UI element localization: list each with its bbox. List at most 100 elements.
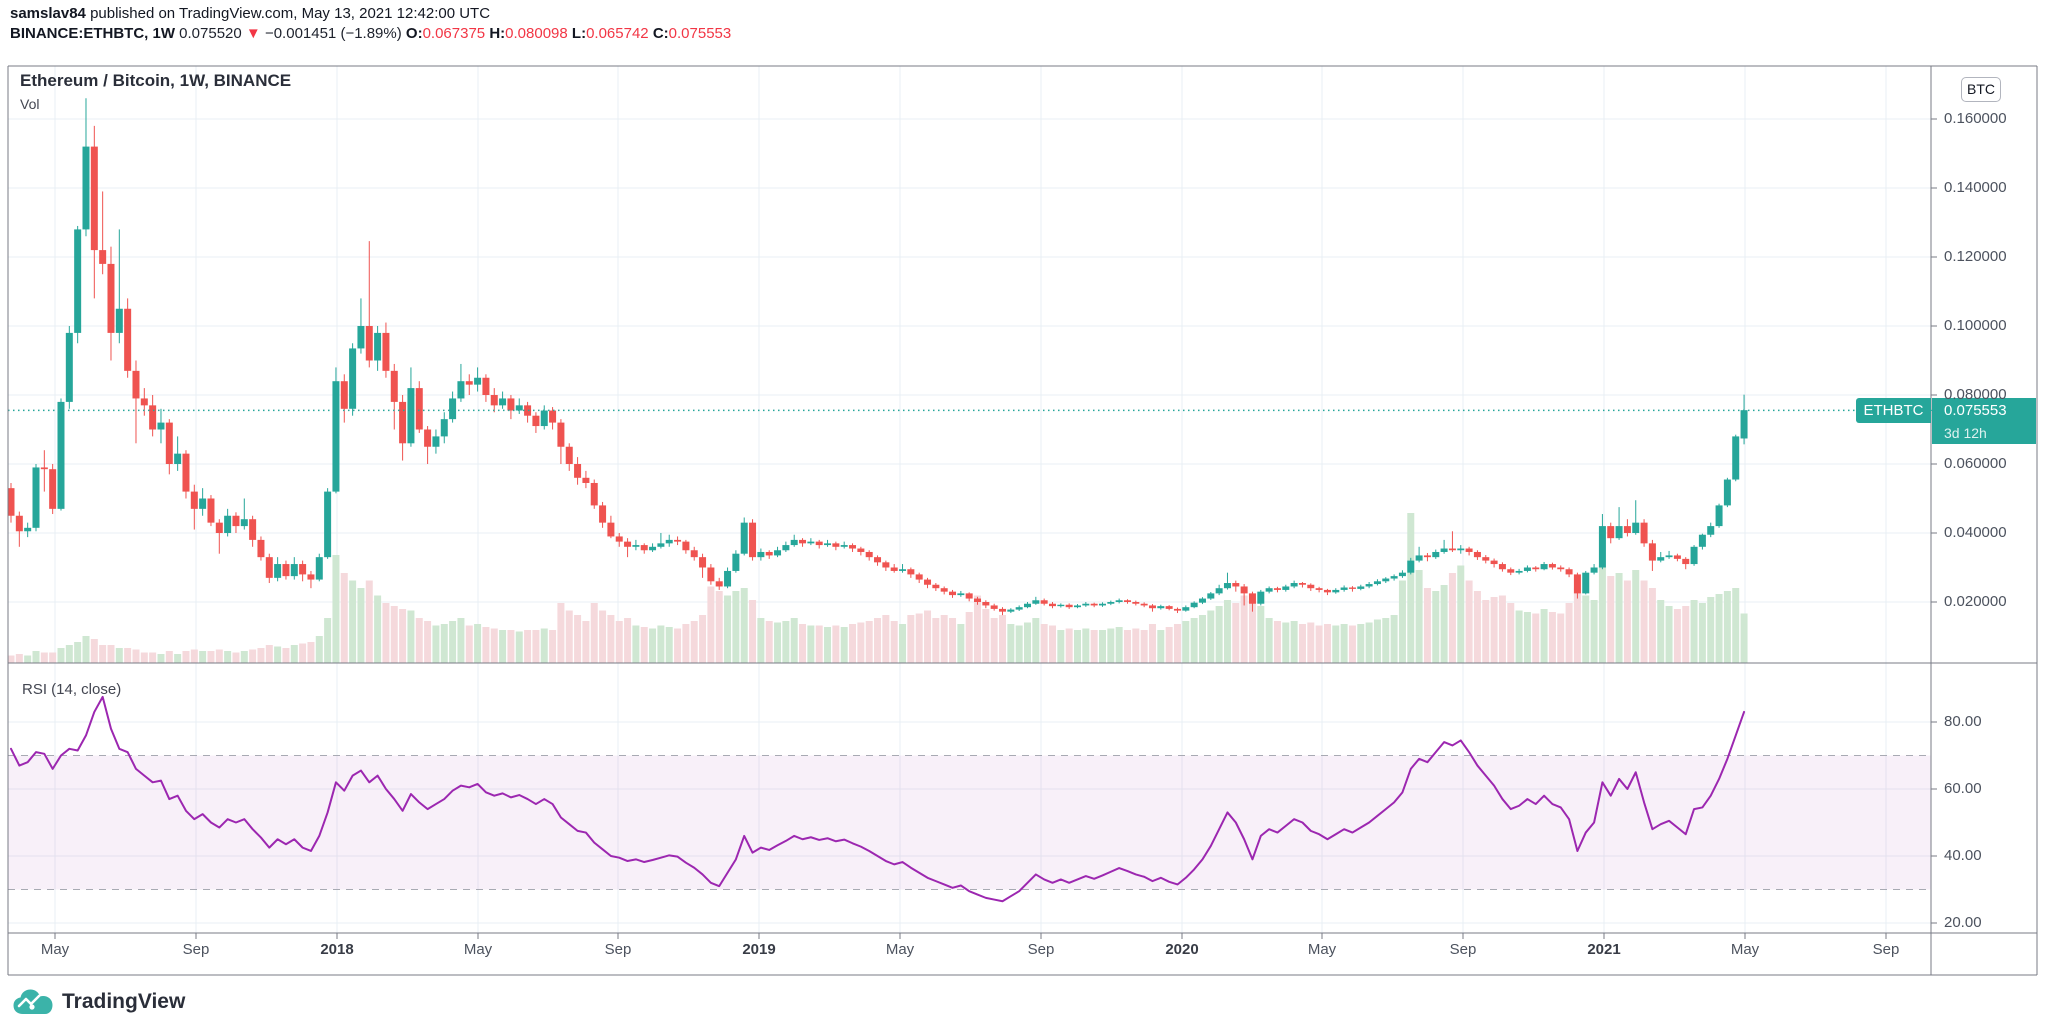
candle-down <box>865 551 873 558</box>
candle-down <box>1273 588 1281 590</box>
candle-down <box>1049 603 1056 607</box>
volume-bar <box>832 625 840 663</box>
currency-unit-button[interactable]: BTC <box>1961 77 2001 102</box>
volume-bar <box>1307 622 1315 663</box>
volume-bar <box>1598 565 1606 663</box>
candle-up <box>1540 564 1548 570</box>
volume-bar <box>524 630 532 663</box>
candle-down <box>132 370 140 399</box>
volume-bar <box>1190 618 1198 663</box>
volume-bar <box>699 615 707 663</box>
candle-down <box>232 515 240 527</box>
candle-down <box>257 539 265 558</box>
volume-bar <box>590 603 598 663</box>
volume-bar <box>207 651 215 663</box>
volume-bar <box>499 630 507 663</box>
volume-bar <box>990 618 998 663</box>
volume-bar <box>740 588 748 663</box>
candle-up <box>649 546 657 551</box>
price-change: −0.001451 (−1.89%) <box>264 25 402 42</box>
volume-bar <box>490 628 498 663</box>
author-name: samslav84 <box>10 5 86 22</box>
candle-down <box>1607 526 1615 539</box>
candle-up <box>199 498 207 509</box>
candle-down <box>1448 548 1456 551</box>
candle-down <box>390 370 398 402</box>
candle-down <box>1248 593 1256 604</box>
tradingview-logo[interactable]: TradingView <box>12 988 185 1015</box>
volume-bar <box>624 618 632 663</box>
volume-bar <box>307 642 315 663</box>
price-axis-label: 0.160000 <box>1944 110 2007 127</box>
time-axis-label: May <box>463 941 493 958</box>
candle-down <box>1165 606 1173 609</box>
volume-bar <box>1282 622 1290 663</box>
rsi-indicator-label[interactable]: RSI (14, close) <box>22 681 122 698</box>
publish-info: published on TradingView.com, May 13, 20… <box>85 5 491 22</box>
candle-down <box>340 381 348 409</box>
volume-bar <box>1357 624 1365 663</box>
volume-bar <box>1523 612 1531 663</box>
candle-down <box>1148 605 1156 609</box>
candle-down <box>1682 558 1690 565</box>
volume-bar <box>1690 600 1698 663</box>
volume-bar <box>1115 627 1123 663</box>
volume-bar <box>1057 630 1065 663</box>
volume-bar <box>174 654 182 663</box>
volume-bar <box>565 610 573 663</box>
candle-down <box>849 545 857 549</box>
volume-bar <box>657 625 665 663</box>
candle-up <box>407 388 415 444</box>
volume-bar <box>1065 628 1073 663</box>
volume-bar <box>1090 630 1098 663</box>
volume-bar <box>1323 624 1331 663</box>
candle-down <box>190 491 198 509</box>
volume-bar <box>1248 600 1256 663</box>
candle-up <box>1515 570 1523 573</box>
symbol-ohlc-line: BINANCE:ETHBTC, 1W 0.075520 ▼ −0.001451 … <box>10 25 731 42</box>
candle-down <box>690 550 698 558</box>
candle-down <box>749 522 757 558</box>
volume-bar <box>82 636 90 663</box>
candle-up <box>1698 534 1706 547</box>
candle-down <box>799 539 807 544</box>
candle-down <box>949 591 957 596</box>
candle-up <box>1373 581 1381 585</box>
volume-indicator-label[interactable]: Vol <box>20 96 40 112</box>
volume-bar <box>1632 570 1640 663</box>
volume-bar <box>1540 609 1548 663</box>
candle-up <box>1432 551 1440 558</box>
volume-bar <box>1290 621 1298 663</box>
candle-down <box>424 429 432 447</box>
volume-bar <box>24 655 32 663</box>
volume-bar <box>165 651 173 663</box>
volume-bar <box>457 618 465 663</box>
volume-bar <box>999 615 1007 663</box>
candle-down <box>1173 608 1181 611</box>
price-axis-label: 0.020000 <box>1944 593 2007 610</box>
volume-bar <box>1240 595 1248 663</box>
volume-bar <box>140 652 148 663</box>
volume-bar <box>899 624 907 663</box>
last-price-tag: 0.075553 <box>1932 398 2036 423</box>
pane-title[interactable]: Ethereum / Bitcoin, 1W, BINANCE <box>20 71 292 90</box>
volume-bar <box>1223 600 1231 663</box>
volume-bar <box>7 655 15 663</box>
volume-bar <box>1448 573 1456 663</box>
candle-up <box>774 550 782 556</box>
candle-down <box>90 146 98 251</box>
candle-up <box>1198 598 1206 603</box>
candle-up <box>824 543 832 546</box>
volume-bar <box>1140 630 1148 663</box>
candle-down <box>965 593 973 599</box>
candle-down <box>215 522 223 533</box>
volume-bar <box>382 603 390 663</box>
volume-bar <box>1648 588 1656 663</box>
candle-up <box>1190 602 1198 608</box>
volume-bar <box>849 624 857 663</box>
candle-up <box>1632 522 1640 533</box>
volume-bar <box>1298 624 1306 663</box>
candle-up <box>732 553 740 571</box>
volume-bar <box>1473 591 1481 663</box>
